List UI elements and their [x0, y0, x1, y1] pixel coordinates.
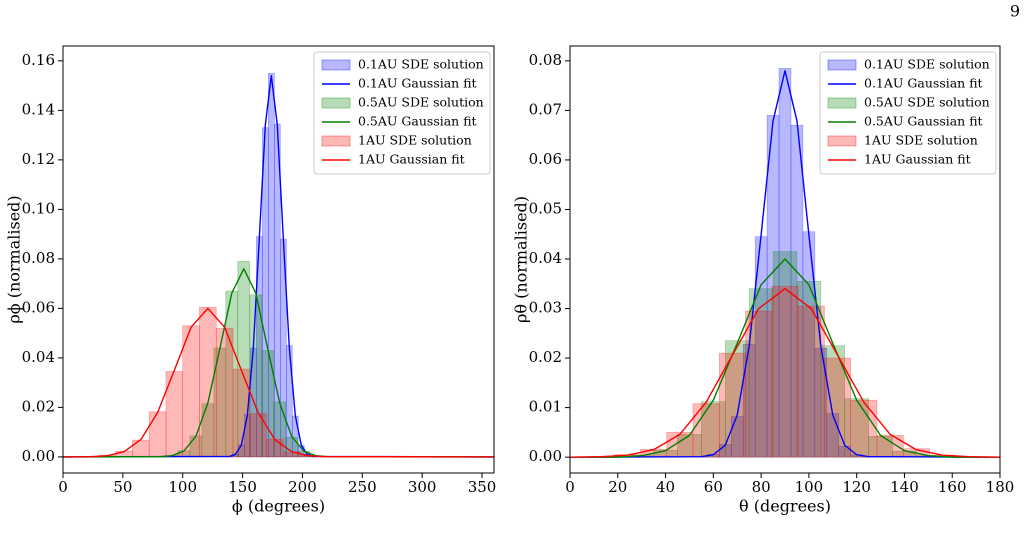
- y-tick-label: 0.02: [22, 397, 55, 415]
- y-tick-label: 0.12: [22, 150, 55, 168]
- y-tick-label: 0.14: [22, 100, 55, 118]
- legend-swatch: [321, 135, 351, 147]
- x-tick-label: 350: [468, 478, 497, 496]
- y-tick-label: 0.00: [22, 447, 55, 465]
- legend-swatch: [321, 97, 351, 109]
- y-tick-label: 0.16: [22, 51, 55, 69]
- x-tick-label: 160: [938, 478, 967, 496]
- hist-bar: [724, 340, 750, 458]
- hist-bar: [701, 401, 726, 458]
- y-tick-label: 0.01: [529, 398, 562, 416]
- fit-line: [63, 307, 494, 458]
- legend-label: 0.5AU Gaussian fit: [358, 114, 477, 129]
- x-tick-label: 80: [752, 478, 771, 496]
- chart: 0 50 100 150 200 250 300 350 0.00 0.02 0.04 0.06 0.0…: [5, 45, 497, 516]
- y-tick-label: 0.06: [22, 298, 55, 316]
- plot-area: [63, 72, 494, 458]
- hist-bar: [771, 285, 799, 458]
- hist-bar: [748, 288, 774, 458]
- x-tick-label: 40: [656, 478, 675, 496]
- plot-area: [570, 67, 1000, 458]
- hist-bar: [772, 251, 798, 458]
- fit-line: [570, 288, 1000, 458]
- x-tick-label: 60: [704, 478, 723, 496]
- legend-label: 0.5AU SDE solution: [864, 95, 990, 110]
- x-tick-label: 120: [842, 478, 871, 496]
- hist-bar: [876, 435, 904, 458]
- axes-frame: [62, 45, 495, 474]
- legend-box: [313, 51, 491, 175]
- page-number: 9: [1010, 2, 1020, 21]
- x-tick-label: 300: [408, 478, 437, 496]
- fit-line: [63, 268, 494, 458]
- hist-bar: [778, 67, 792, 458]
- legend-label: 1AU Gaussian fit: [864, 152, 971, 167]
- legend-swatch: [321, 59, 351, 71]
- legend-label: 1AU SDE solution: [864, 133, 978, 148]
- hist-bar: [225, 290, 239, 458]
- hist-bar: [266, 438, 284, 458]
- x-tick-label: 20: [608, 478, 627, 496]
- y-tick-label: 0.00: [529, 447, 562, 465]
- legend-box: [819, 51, 997, 175]
- y-tick-label: 0.03: [529, 299, 562, 317]
- hist-bar: [719, 352, 746, 458]
- x-tick-label: 140: [890, 478, 919, 496]
- x-tick-label: 0: [565, 478, 575, 496]
- y-tick-label: 0.04: [22, 348, 55, 366]
- hist-bar: [796, 280, 822, 458]
- y-tick-label: 0.02: [529, 348, 562, 366]
- hist-bar: [249, 413, 267, 458]
- x-tick-label: 50: [113, 478, 132, 496]
- y-tick-label: 0.08: [22, 249, 55, 267]
- legend-label: 0.5AU Gaussian fit: [864, 114, 983, 129]
- hist-bar: [797, 305, 825, 458]
- legend-label: 0.1AU Gaussian fit: [864, 76, 983, 91]
- legend-label: 1AU SDE solution: [358, 133, 472, 148]
- hist-bar: [132, 439, 150, 458]
- y-axis-label: ρϕ (normalised): [5, 195, 24, 323]
- hist-bar: [148, 411, 167, 458]
- y-tick-label: 0.06: [529, 150, 562, 168]
- legend-label: 0.1AU Gaussian fit: [358, 76, 477, 91]
- y-tick-label: 0.07: [529, 100, 562, 118]
- x-tick-label: 100: [168, 478, 197, 496]
- legend-label: 0.1AU SDE solution: [864, 57, 990, 72]
- fit-line: [63, 75, 494, 458]
- hist-bar: [838, 445, 851, 458]
- y-tick-label: 0.08: [529, 51, 562, 69]
- hist-bar: [745, 310, 773, 458]
- legend-swatch: [827, 59, 857, 71]
- x-tick-label: 150: [228, 478, 257, 496]
- x-tick-label: 250: [348, 478, 377, 496]
- hist-bar: [850, 399, 878, 458]
- hist-bar: [268, 72, 275, 458]
- x-tick-label: 0: [58, 478, 68, 496]
- hist-bar: [215, 327, 234, 458]
- legend-label: 0.1AU SDE solution: [358, 57, 484, 72]
- hist-bar: [199, 306, 217, 458]
- x-tick-label: 200: [288, 478, 317, 496]
- fit-line: [570, 258, 1000, 458]
- x-tick-label: 180: [986, 478, 1015, 496]
- legend-label: 1AU Gaussian fit: [358, 152, 465, 167]
- y-tick-label: 0.04: [529, 249, 562, 267]
- legend-label: 0.5AU SDE solution: [358, 95, 484, 110]
- x-tick-label: 100: [795, 478, 824, 496]
- chart: 0 20 40 60 80 100 120 140 160 180 0.00 0.01 0.02 0.03…: [512, 45, 1015, 516]
- hist-bar: [182, 325, 200, 458]
- y-tick-label: 0.10: [22, 199, 55, 217]
- x-axis-label: ϕ (degrees): [232, 497, 325, 516]
- y-tick-label: 0.05: [529, 199, 562, 217]
- y-axis-label: ρθ (normalised): [512, 196, 531, 323]
- hist-bar: [766, 115, 780, 458]
- x-axis-label: θ (degrees): [739, 497, 831, 516]
- legend-swatch: [827, 97, 857, 109]
- fit-line: [570, 70, 1000, 458]
- legend-swatch: [827, 135, 857, 147]
